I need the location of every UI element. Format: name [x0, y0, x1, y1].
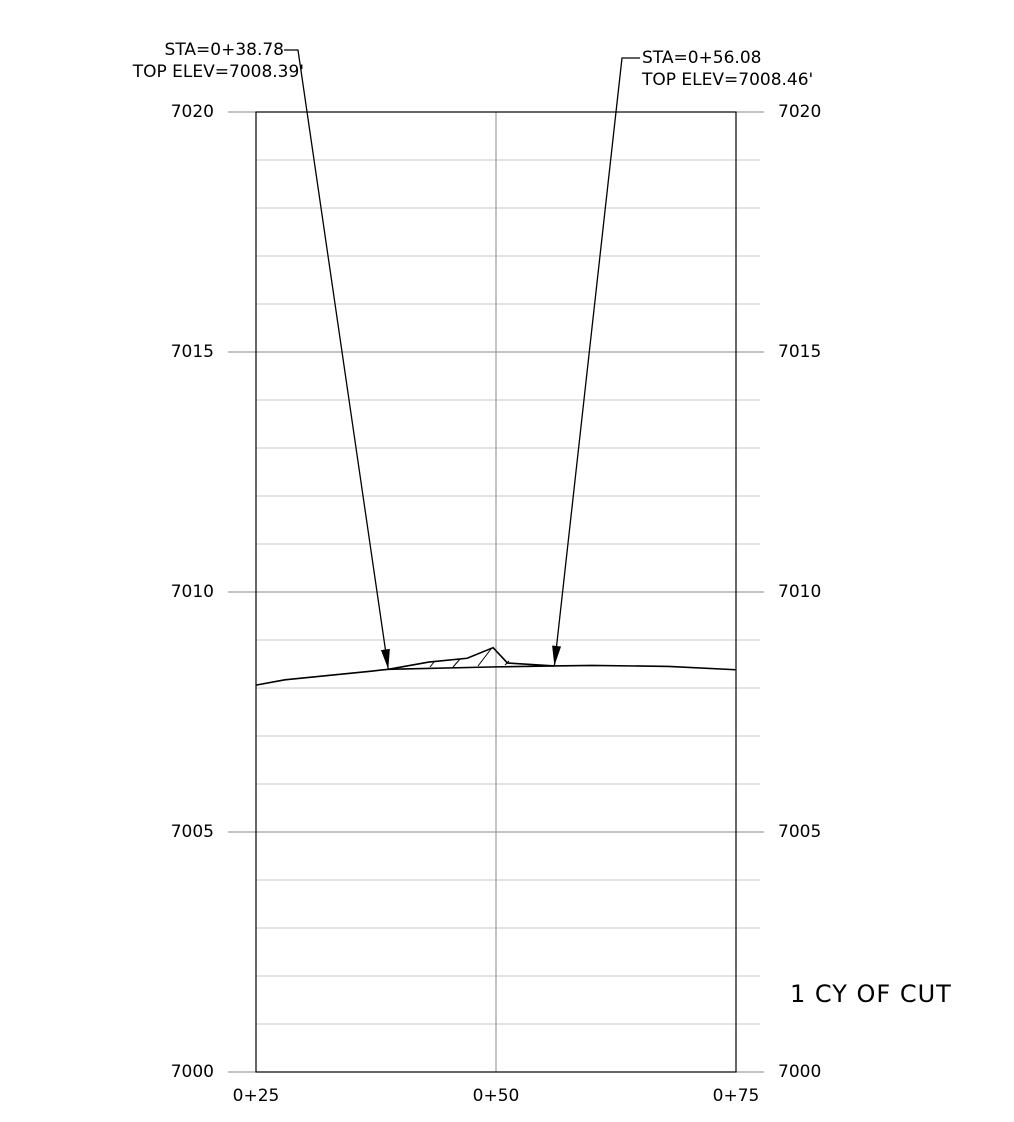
profile-line [388, 646, 555, 671]
annotation-text: TOP ELEV=7008.46' [641, 70, 813, 90]
x-tick-label: 0+75 [713, 1086, 760, 1106]
annotation-text: STA=0+56.08 [642, 48, 761, 68]
y-tick-label-right: 7000 [778, 1062, 821, 1082]
y-tick-label: 7000 [171, 1062, 214, 1082]
y-tick-label: 7020 [171, 102, 214, 122]
leader-line [553, 57, 640, 666]
y-tick-label: 7005 [171, 822, 214, 842]
annotation-text: TOP ELEV=7008.39' [132, 62, 304, 82]
y-tick-label-right: 7015 [778, 342, 821, 362]
y-tick-label-right: 7020 [778, 102, 821, 122]
profile-line [255, 664, 737, 686]
y-tick-label-right: 7005 [778, 822, 821, 842]
x-tick-label: 0+25 [233, 1086, 280, 1106]
annotation-text: STA=0+38.78 [165, 40, 284, 60]
y-tick-label: 7015 [171, 342, 214, 362]
arrowhead [552, 645, 562, 666]
hatch-line [452, 658, 461, 668]
hatch [429, 648, 510, 668]
hatch-line [477, 648, 492, 667]
leader-line [284, 49, 389, 670]
plot-frame [255, 111, 737, 1073]
arrowhead [380, 648, 390, 670]
x-tick-label: 0+50 [473, 1086, 520, 1106]
y-tick-label: 7010 [171, 582, 214, 602]
note: 1 CY OF CUT [790, 980, 952, 1008]
y-tick-label-right: 7010 [778, 582, 821, 602]
hatch-line [429, 661, 435, 668]
